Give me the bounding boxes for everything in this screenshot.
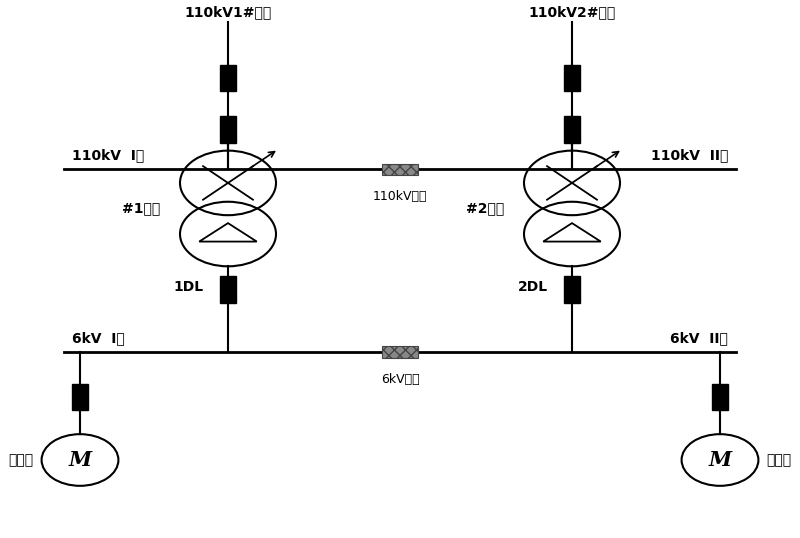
Text: #2主变: #2主变: [466, 201, 504, 216]
Bar: [72, 384, 88, 410]
Bar: [564, 276, 580, 303]
Bar: [220, 276, 236, 303]
Text: 电动机: 电动机: [766, 453, 791, 467]
Bar: [564, 116, 580, 143]
Text: M: M: [69, 450, 91, 470]
Text: 电动机: 电动机: [9, 453, 34, 467]
Text: 2DL: 2DL: [518, 280, 548, 294]
Text: 6kV  II母: 6kV II母: [670, 331, 728, 345]
Bar: [220, 116, 236, 143]
Text: 110kV  II母: 110kV II母: [650, 148, 728, 162]
Text: 110kV母联: 110kV母联: [373, 190, 427, 203]
Bar: [382, 164, 418, 175]
Text: 110kV2#进线: 110kV2#进线: [528, 5, 616, 19]
Bar: [712, 384, 728, 410]
Text: 1DL: 1DL: [174, 280, 204, 294]
Bar: [382, 346, 418, 358]
Bar: [564, 65, 580, 91]
Text: 6kV  I母: 6kV I母: [72, 331, 125, 345]
Text: M: M: [709, 450, 731, 470]
Bar: [220, 65, 236, 91]
Text: 110kV1#进线: 110kV1#进线: [184, 5, 272, 19]
Text: #1主变: #1主变: [122, 201, 160, 216]
Text: 110kV  I母: 110kV I母: [72, 148, 144, 162]
Text: 6kV母联: 6kV母联: [381, 373, 419, 386]
